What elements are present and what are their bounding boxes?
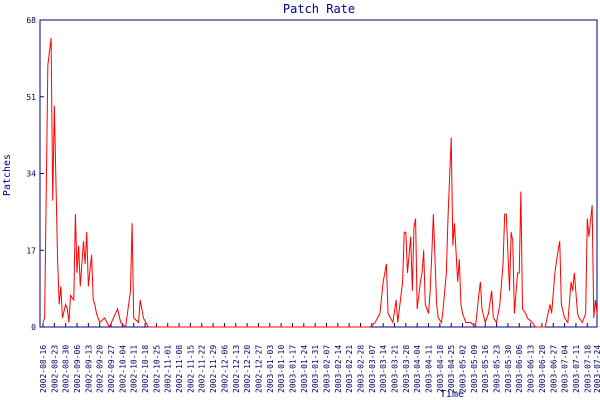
y-tick-label: 34 bbox=[26, 170, 36, 179]
x-tick-label: 2003-02-28 bbox=[356, 345, 365, 393]
x-tick-label: 2002-09-27 bbox=[107, 345, 116, 393]
x-tick-label: 2003-07-04 bbox=[561, 345, 570, 393]
x-tick-label: 2003-07-24 bbox=[593, 345, 600, 393]
x-tick-label: 2002-11-01 bbox=[164, 345, 173, 393]
x-tick-label: 2002-11-22 bbox=[198, 345, 207, 393]
x-tick-label: 2003-05-02 bbox=[459, 345, 468, 393]
x-tick-label: 2002-08-30 bbox=[62, 345, 71, 393]
x-tick-label: 2003-06-27 bbox=[549, 345, 558, 393]
x-tick-label: 2003-07-11 bbox=[572, 345, 581, 393]
x-tick-label: 2002-10-11 bbox=[130, 345, 139, 393]
y-tick-label: 51 bbox=[26, 93, 36, 102]
y-axis-label: Patches bbox=[2, 154, 13, 196]
x-tick-label: 2002-12-27 bbox=[254, 345, 263, 393]
x-tick-label: 2003-04-11 bbox=[425, 345, 434, 393]
x-axis-label: Time bbox=[440, 389, 464, 400]
x-tick-label: 2002-11-08 bbox=[175, 345, 184, 393]
x-tick-label: 2002-09-06 bbox=[73, 345, 82, 393]
x-tick-label: 2002-11-15 bbox=[186, 345, 195, 393]
x-tick-label: 2002-11-29 bbox=[209, 345, 218, 393]
x-tick-label: 2003-06-13 bbox=[527, 345, 536, 393]
x-tick-label: 2003-02-07 bbox=[322, 345, 331, 393]
x-tick-label: 2003-02-21 bbox=[345, 345, 354, 393]
x-tick-label: 2002-10-25 bbox=[152, 345, 161, 393]
x-tick-label: 2003-02-14 bbox=[334, 345, 343, 393]
x-tick-label: 2003-03-28 bbox=[402, 345, 411, 393]
x-tick-label: 2003-04-18 bbox=[436, 345, 445, 393]
x-tick-label: 2003-05-16 bbox=[481, 345, 490, 393]
x-tick-label: 2002-08-16 bbox=[39, 345, 48, 393]
x-tick-label: 2003-06-20 bbox=[538, 345, 547, 393]
x-tick-label: 2003-01-24 bbox=[300, 345, 309, 393]
x-tick-label: 2003-01-17 bbox=[288, 345, 297, 393]
x-tick-label: 2002-12-20 bbox=[243, 345, 252, 393]
x-tick-label: 2002-10-04 bbox=[118, 345, 127, 393]
data-line bbox=[42, 38, 598, 329]
x-tick-label: 2003-01-31 bbox=[311, 345, 320, 393]
x-tick-label: 2003-01-03 bbox=[266, 345, 275, 393]
x-tick-label: 2002-08-23 bbox=[50, 345, 59, 393]
x-tick-label: 2002-12-13 bbox=[232, 345, 241, 393]
x-tick-label: 2003-03-07 bbox=[368, 345, 377, 393]
y-tick-label: 0 bbox=[31, 323, 36, 332]
x-tick-label: 2002-09-13 bbox=[84, 345, 93, 393]
x-tick-label: 2003-05-30 bbox=[504, 345, 513, 393]
x-tick-label: 2003-05-23 bbox=[493, 345, 502, 393]
x-tick-label: 2003-03-14 bbox=[379, 345, 388, 393]
x-tick-label: 2002-10-18 bbox=[141, 345, 150, 393]
x-tick-label: 2003-03-21 bbox=[391, 345, 400, 393]
x-tick-label: 2003-06-06 bbox=[515, 345, 524, 393]
x-tick-label: 2003-04-04 bbox=[413, 345, 422, 393]
x-tick-label: 2003-07-18 bbox=[583, 345, 592, 393]
chart-title: Patch Rate bbox=[283, 2, 355, 16]
x-tick-label: 2003-01-10 bbox=[277, 345, 286, 393]
x-tick-label: 2002-12-06 bbox=[220, 345, 229, 393]
x-tick-label: 2003-04-25 bbox=[447, 345, 456, 393]
y-tick-label: 17 bbox=[26, 246, 36, 255]
x-tick-label: 2003-05-09 bbox=[470, 345, 479, 393]
y-tick-label: 68 bbox=[26, 16, 36, 25]
x-tick-label: 2002-09-20 bbox=[96, 345, 105, 393]
